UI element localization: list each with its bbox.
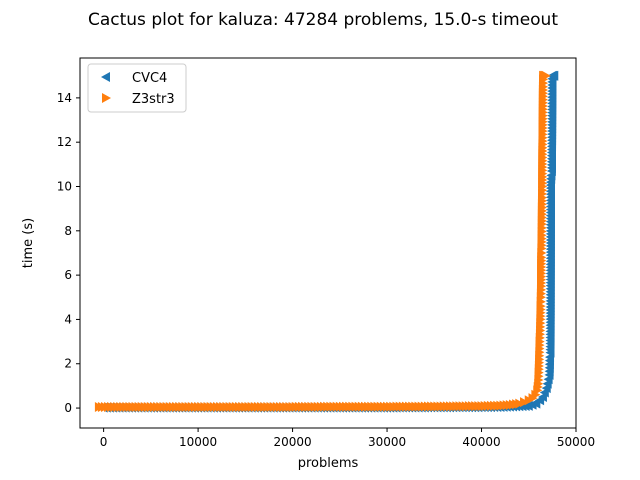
y-tick-label: 14: [57, 91, 72, 105]
legend-marker-z3str3: [102, 93, 111, 103]
data-point: [520, 397, 530, 408]
y-tick-label: 6: [64, 268, 72, 282]
series-z3str3: [94, 70, 551, 412]
y-axis: 0 2 4 6 8 10 12 14: [57, 91, 80, 415]
x-tick-label: 30000: [368, 435, 406, 449]
x-axis-label: problems: [298, 456, 359, 471]
x-tick-label: 50000: [557, 435, 595, 449]
legend-box: [87, 63, 187, 113]
data-point: [541, 70, 551, 81]
y-tick-label: 2: [64, 357, 72, 371]
x-tick-label: 20000: [273, 435, 311, 449]
x-tick-label: 0: [100, 435, 108, 449]
legend-label-z3str3: Z3str3: [132, 92, 175, 107]
legend: CVC4 Z3str3: [87, 63, 187, 113]
x-axis: 0 10000 20000 30000 40000 50000: [100, 428, 595, 449]
x-tick-label: 40000: [462, 435, 500, 449]
plot-frame: [79, 57, 577, 429]
legend-marker-cvc4: [101, 72, 110, 82]
series-cvc4: [98, 70, 559, 413]
y-tick-label: 12: [57, 135, 72, 149]
y-tick-label: 10: [57, 180, 72, 194]
chart-title: Cactus plot for kaluza: 47284 problems, …: [88, 10, 558, 30]
y-tick-label: 8: [64, 224, 72, 238]
plot-area: [94, 70, 559, 413]
legend-label-cvc4: CVC4: [132, 71, 167, 86]
y-axis-label: time (s): [21, 218, 36, 268]
data-point: [549, 70, 559, 81]
x-tick-label: 10000: [179, 435, 217, 449]
data-point: [515, 398, 525, 409]
y-tick-label: 4: [64, 312, 72, 326]
y-tick-label: 0: [64, 401, 72, 415]
